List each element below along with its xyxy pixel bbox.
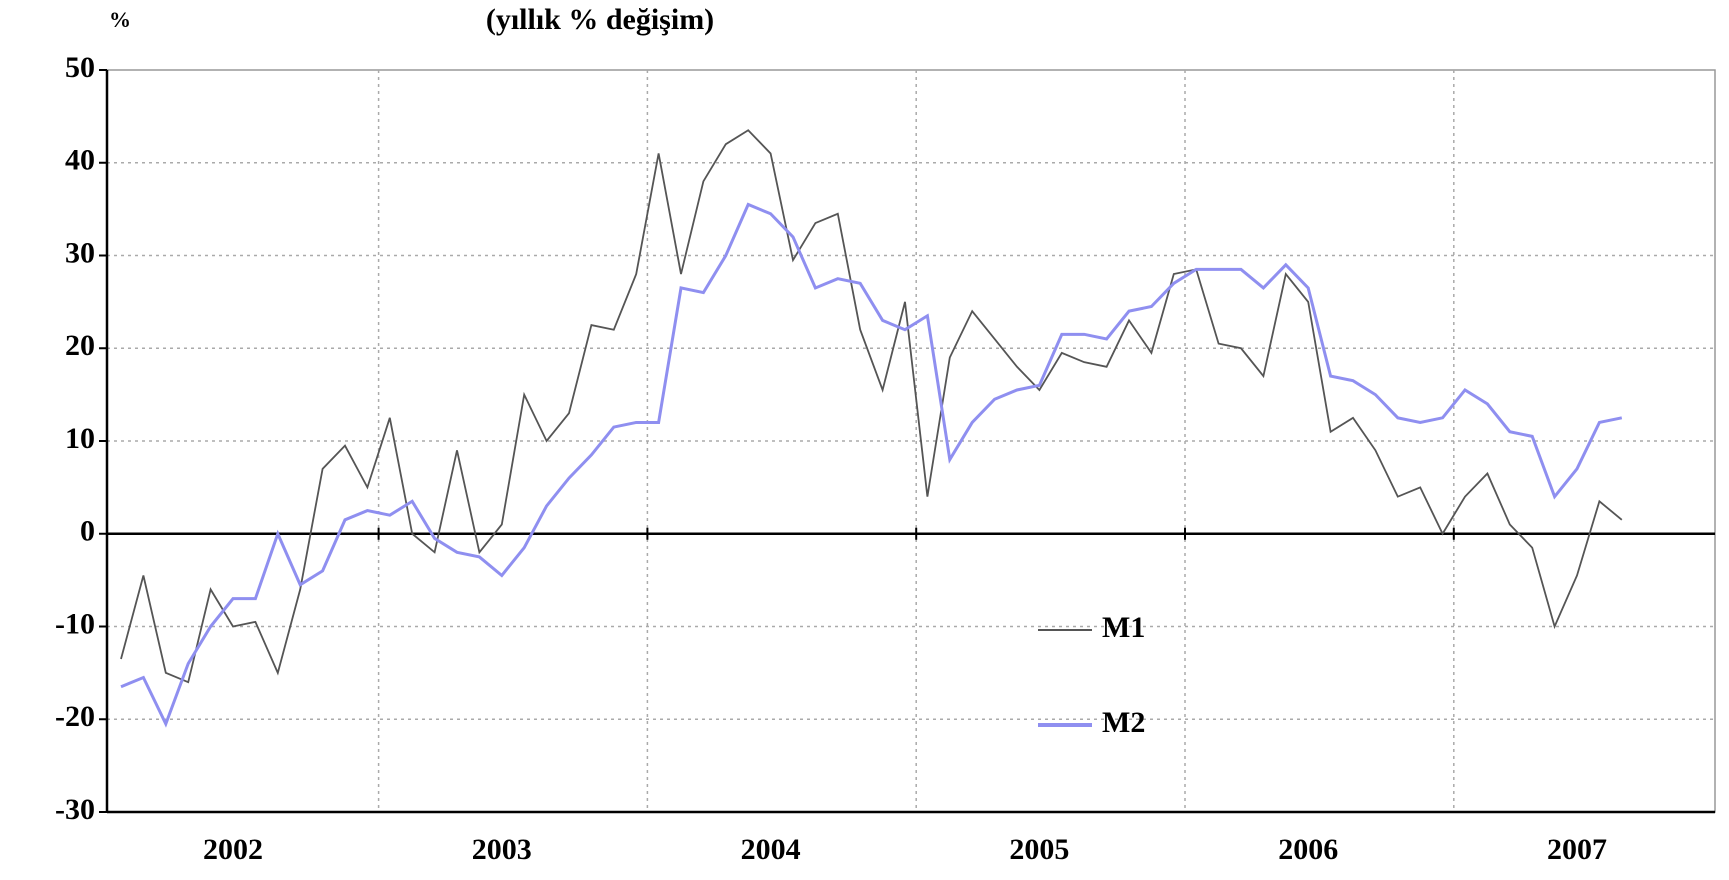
y-axis-label: %: [109, 7, 131, 32]
x-tick-label: 2006: [1278, 833, 1338, 866]
x-tick-label: 2007: [1547, 833, 1607, 866]
y-tick-label: 0: [80, 515, 95, 548]
y-tick-label: 10: [65, 422, 95, 455]
x-tick-label: 2004: [741, 833, 801, 866]
y-tick-label: 20: [65, 329, 95, 362]
y-tick-label: 30: [65, 236, 95, 269]
series-line: [120, 129, 1623, 684]
legend-label: M2: [1102, 706, 1145, 739]
y-tick-label: 50: [65, 51, 95, 84]
y-tick-label: 40: [65, 144, 95, 177]
x-tick-label: 2005: [1009, 833, 1069, 866]
series-line: [120, 202, 1623, 728]
x-tick-label: 2002: [203, 833, 263, 866]
y-tick-label: -10: [55, 607, 95, 640]
y-tick-label: -30: [55, 793, 95, 826]
x-tick-label: 2003: [472, 833, 532, 866]
chart-title: (yıllık % değişim): [486, 3, 714, 36]
y-tick-label: -20: [55, 700, 95, 733]
legend-label: M1: [1102, 611, 1145, 644]
